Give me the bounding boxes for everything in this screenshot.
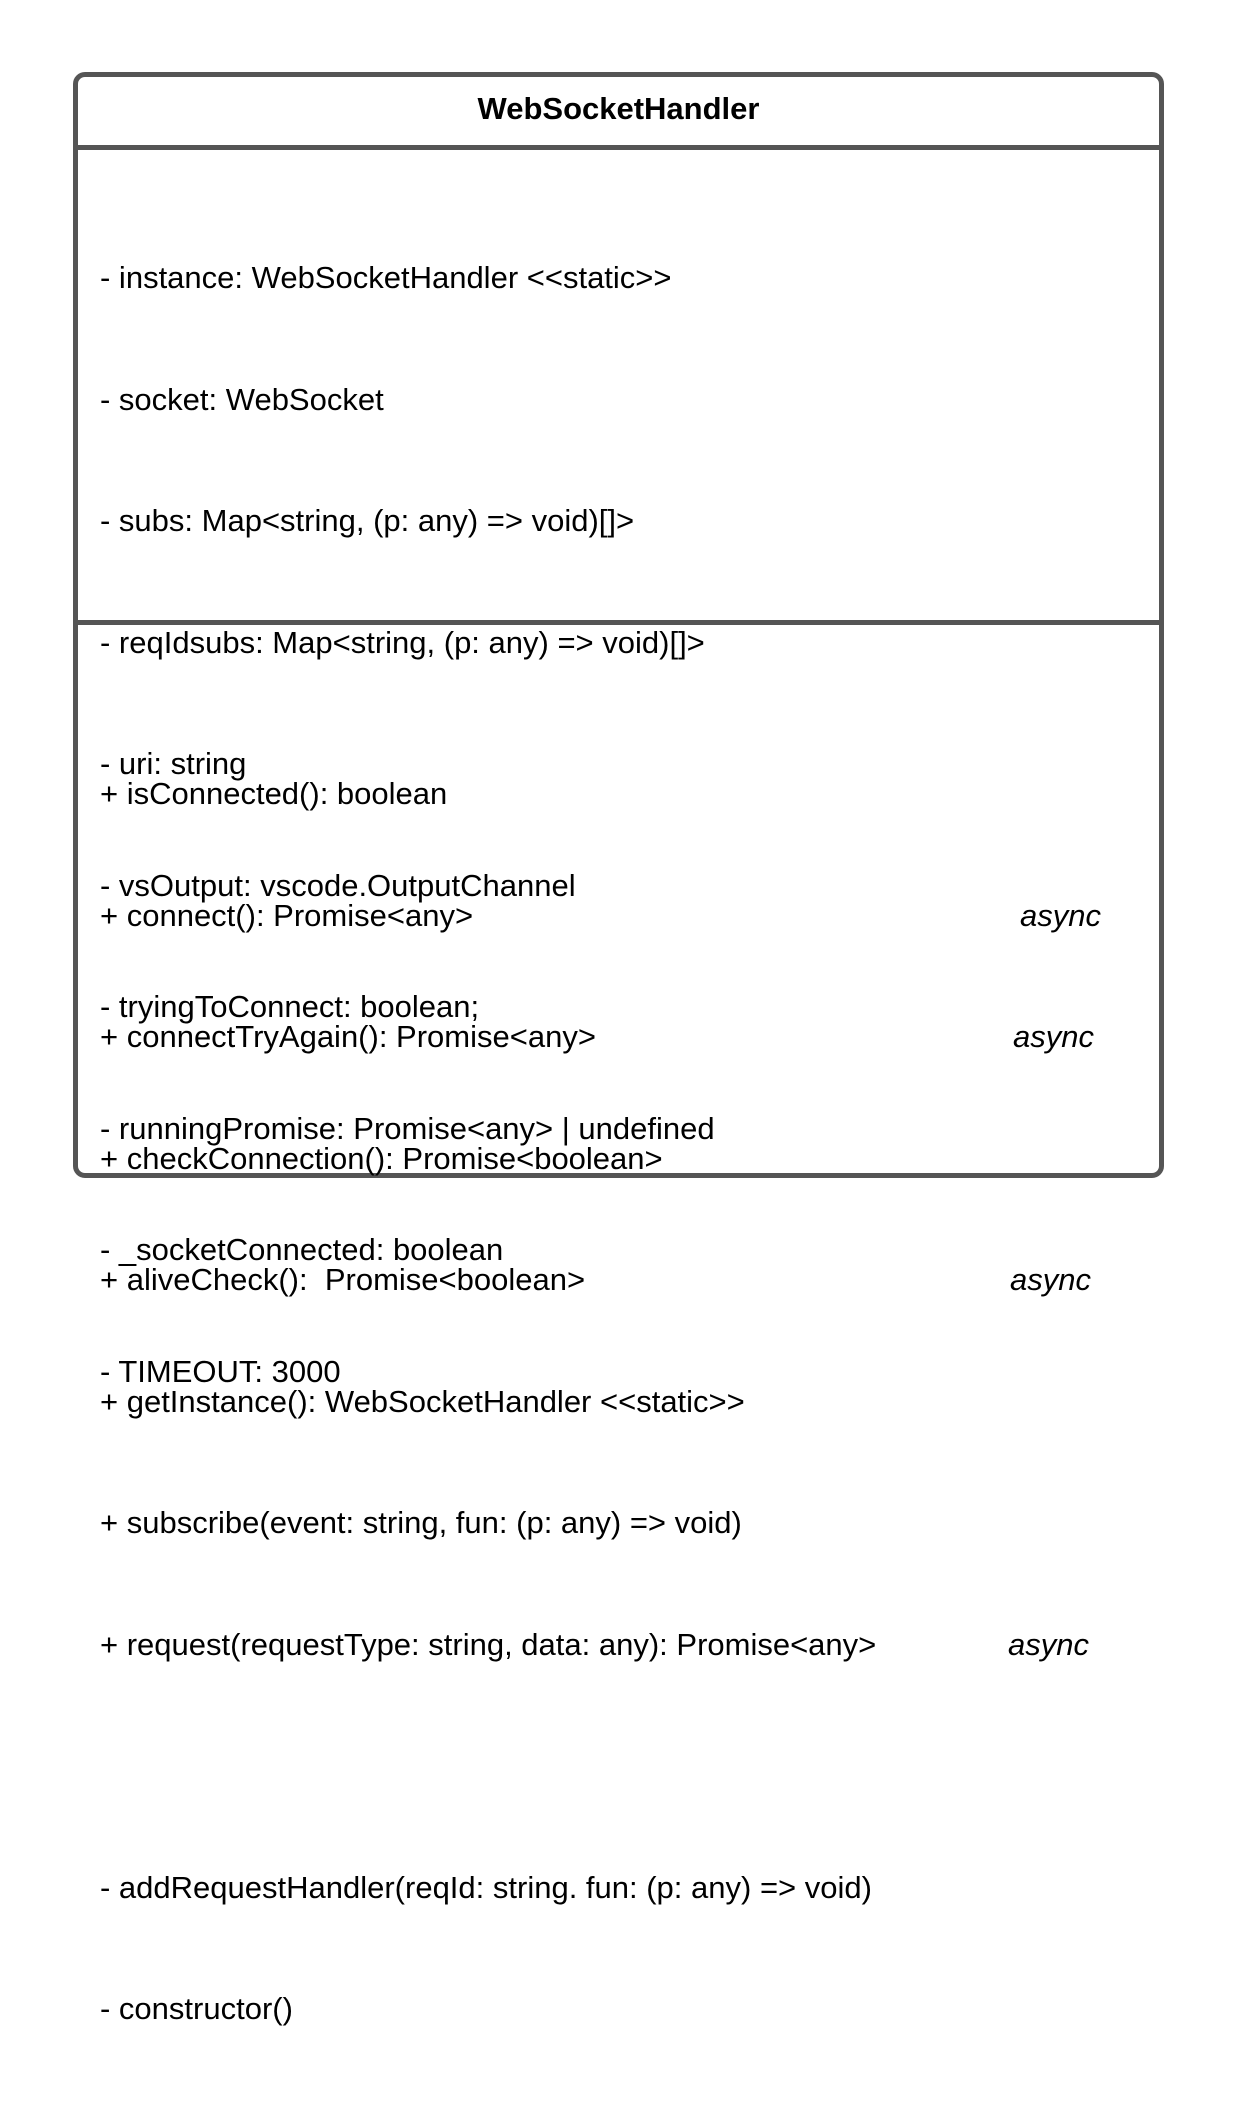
attribute-row: - reqIdsubs: Map<string, (p: any) => voi… [100, 623, 1137, 664]
attribute-text: - reqIdsubs: Map<string, (p: any) => voi… [100, 624, 705, 660]
attribute-row: - tryingToConnect: boolean; [100, 987, 1137, 1028]
operation-text: + aliveCheck(): Promise<boolean> [100, 1262, 586, 1297]
operations-section: + isConnected(): boolean + connect(): Pr… [100, 693, 1137, 2111]
attribute-row: - instance: WebSocketHandler <<static>> [100, 258, 1137, 299]
operation-text: + connect(): Promise<any> [100, 897, 474, 933]
uml-class-box: WebSocketHandler - instance: WebSocketHa… [73, 72, 1164, 2026]
operation-text: - addRequestHandler(reqId: string. fun: … [100, 1869, 872, 1905]
operation-row: + request(requestType: string, data: any… [100, 1625, 1137, 1666]
operation-row: + checkConnection(): Promise<boolean> [100, 1139, 1137, 1180]
name-divider [78, 145, 1159, 150]
operation-row: + connectTryAgain(): Promise<any> async [100, 1017, 1137, 1058]
attribute-row: - socket: WebSocket [100, 380, 1137, 421]
operation-row: - constructor() [100, 1989, 1137, 2030]
operation-text: + isConnected(): boolean [100, 776, 448, 811]
operation-text: + request(requestType: string, data: any… [100, 1626, 877, 1662]
attribute-text: - subs: Map<string, (p: any) => void)[]> [100, 503, 635, 538]
attribute-row: - vsOutput: vscode.OutputChannel [100, 866, 1137, 907]
async-modifier: async [1010, 1262, 1091, 1297]
attributes-section: - instance: WebSocketHandler <<static>> … [100, 177, 1137, 1473]
operation-row: + subscribe(event: string, fun: (p: any)… [100, 1503, 1137, 1544]
operation-text: - constructor() [100, 1991, 293, 2026]
operation-text: + checkConnection(): Promise<boolean> [100, 1140, 663, 1176]
async-modifier: async [1020, 897, 1101, 933]
attribute-text: - runningPromise: Promise<any> | undefin… [100, 1110, 715, 1146]
attribute-text: - vsOutput: vscode.OutputChannel [100, 867, 576, 903]
operation-row: + connect(): Promise<any> async [100, 896, 1137, 937]
attribute-text: - uri: string [100, 746, 247, 781]
operation-row: + getInstance(): WebSocketHandler <<stat… [100, 1382, 1137, 1423]
operation-row: + isConnected(): boolean [100, 774, 1137, 815]
attribute-row: - uri: string [100, 744, 1137, 785]
operation-text: + getInstance(): WebSocketHandler <<stat… [100, 1383, 745, 1419]
operation-row: + aliveCheck(): Promise<boolean> async [100, 1260, 1137, 1301]
attribute-row: - subs: Map<string, (p: any) => void)[]> [100, 501, 1137, 542]
operation-text: + subscribe(event: string, fun: (p: any)… [100, 1505, 742, 1540]
attribute-text: - socket: WebSocket [100, 381, 384, 417]
operation-text: + connectTryAgain(): Promise<any> [100, 1019, 596, 1054]
async-modifier: async [1008, 1626, 1089, 1662]
operation-row: - addRequestHandler(reqId: string. fun: … [100, 1868, 1137, 1909]
operation-spacer [100, 1746, 1137, 1787]
attributes-divider [78, 620, 1159, 625]
attribute-text: - instance: WebSocketHandler <<static>> [100, 260, 672, 295]
class-name: WebSocketHandler [477, 91, 760, 126]
async-modifier: async [1013, 1019, 1094, 1054]
attribute-text: - tryingToConnect: boolean; [100, 989, 480, 1024]
attribute-row: - runningPromise: Promise<any> | undefin… [100, 1109, 1137, 1150]
